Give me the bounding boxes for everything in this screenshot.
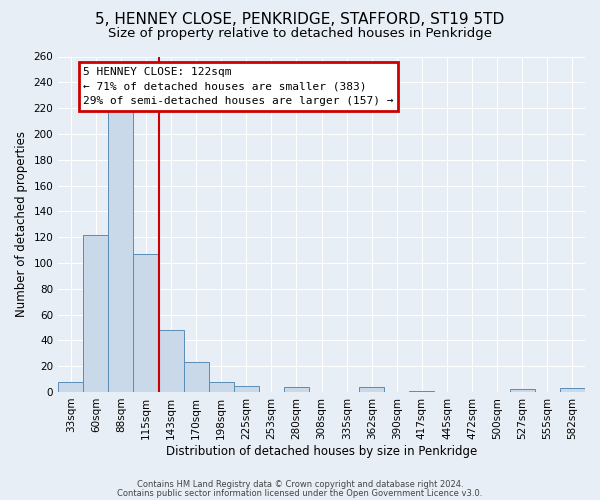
Bar [284, 387, 309, 392]
Y-axis label: Number of detached properties: Number of detached properties [15, 131, 28, 317]
Bar [560, 388, 585, 392]
Text: 5, HENNEY CLOSE, PENKRIDGE, STAFFORD, ST19 5TD: 5, HENNEY CLOSE, PENKRIDGE, STAFFORD, ST… [95, 12, 505, 28]
Text: 5 HENNEY CLOSE: 122sqm
← 71% of detached houses are smaller (383)
29% of semi-de: 5 HENNEY CLOSE: 122sqm ← 71% of detached… [83, 67, 394, 106]
Bar [109, 110, 133, 392]
Text: Contains public sector information licensed under the Open Government Licence v3: Contains public sector information licen… [118, 489, 482, 498]
Text: Contains HM Land Registry data © Crown copyright and database right 2024.: Contains HM Land Registry data © Crown c… [137, 480, 463, 489]
Text: Size of property relative to detached houses in Penkridge: Size of property relative to detached ho… [108, 28, 492, 40]
Bar [133, 254, 158, 392]
Bar [184, 362, 209, 392]
Bar [510, 390, 535, 392]
Bar [83, 234, 109, 392]
X-axis label: Distribution of detached houses by size in Penkridge: Distribution of detached houses by size … [166, 444, 477, 458]
Bar [234, 386, 259, 392]
Bar [409, 390, 434, 392]
Bar [58, 382, 83, 392]
Bar [359, 387, 385, 392]
Bar [209, 382, 234, 392]
Bar [158, 330, 184, 392]
